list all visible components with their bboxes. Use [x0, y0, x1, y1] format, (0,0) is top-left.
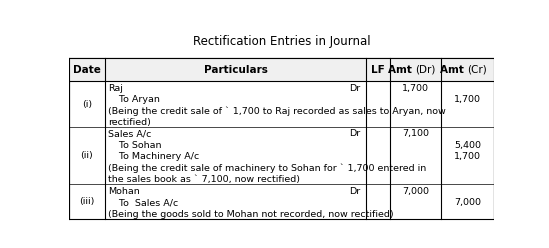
Text: Raj: Raj — [108, 84, 123, 93]
Text: 7,000: 7,000 — [402, 187, 429, 196]
Text: (Being the credit sale of ` 1,700 to Raj recorded as sales to Aryan, now: (Being the credit sale of ` 1,700 to Raj… — [108, 106, 446, 116]
Text: Amt: Amt — [440, 65, 468, 75]
Text: Dr: Dr — [349, 187, 360, 196]
Text: Date: Date — [73, 65, 100, 75]
Text: the sales book as ` 7,100, now rectified): the sales book as ` 7,100, now rectified… — [108, 175, 300, 184]
Text: (Cr): (Cr) — [468, 65, 488, 75]
Text: 1,700: 1,700 — [402, 84, 429, 93]
Text: To  Sales A/c: To Sales A/c — [116, 198, 178, 207]
Text: LF: LF — [371, 65, 385, 75]
Text: (Dr): (Dr) — [416, 65, 436, 75]
Text: Amt: Amt — [388, 65, 416, 75]
Bar — [69, 59, 494, 81]
Text: To Sohan: To Sohan — [116, 141, 161, 150]
Text: Particulars: Particulars — [204, 65, 267, 75]
Text: (i): (i) — [82, 100, 92, 109]
Bar — [69, 59, 494, 219]
Text: (ii): (ii) — [80, 151, 93, 160]
Text: 7,000: 7,000 — [454, 198, 481, 207]
Text: To Aryan: To Aryan — [116, 95, 160, 104]
Text: (Being the goods sold to Mohan not recorded, now rectified): (Being the goods sold to Mohan not recor… — [108, 210, 394, 218]
Text: 7,100: 7,100 — [402, 129, 429, 138]
Text: 1,700: 1,700 — [454, 152, 481, 161]
Text: (Being the credit sale of machinery to Sohan for ` 1,700 entered in: (Being the credit sale of machinery to S… — [108, 163, 427, 173]
Text: To Machinery A/c: To Machinery A/c — [116, 152, 199, 161]
Text: 1,700: 1,700 — [454, 95, 481, 104]
Text: rectified): rectified) — [108, 118, 151, 127]
Text: Dr: Dr — [349, 129, 360, 138]
Text: Rectification Entries in Journal: Rectification Entries in Journal — [193, 35, 370, 49]
Text: 5,400: 5,400 — [454, 141, 481, 150]
Text: (iii): (iii) — [79, 197, 94, 206]
Text: Sales A/c: Sales A/c — [108, 129, 152, 138]
Text: Dr: Dr — [349, 84, 360, 93]
Text: Mohan: Mohan — [108, 187, 140, 196]
